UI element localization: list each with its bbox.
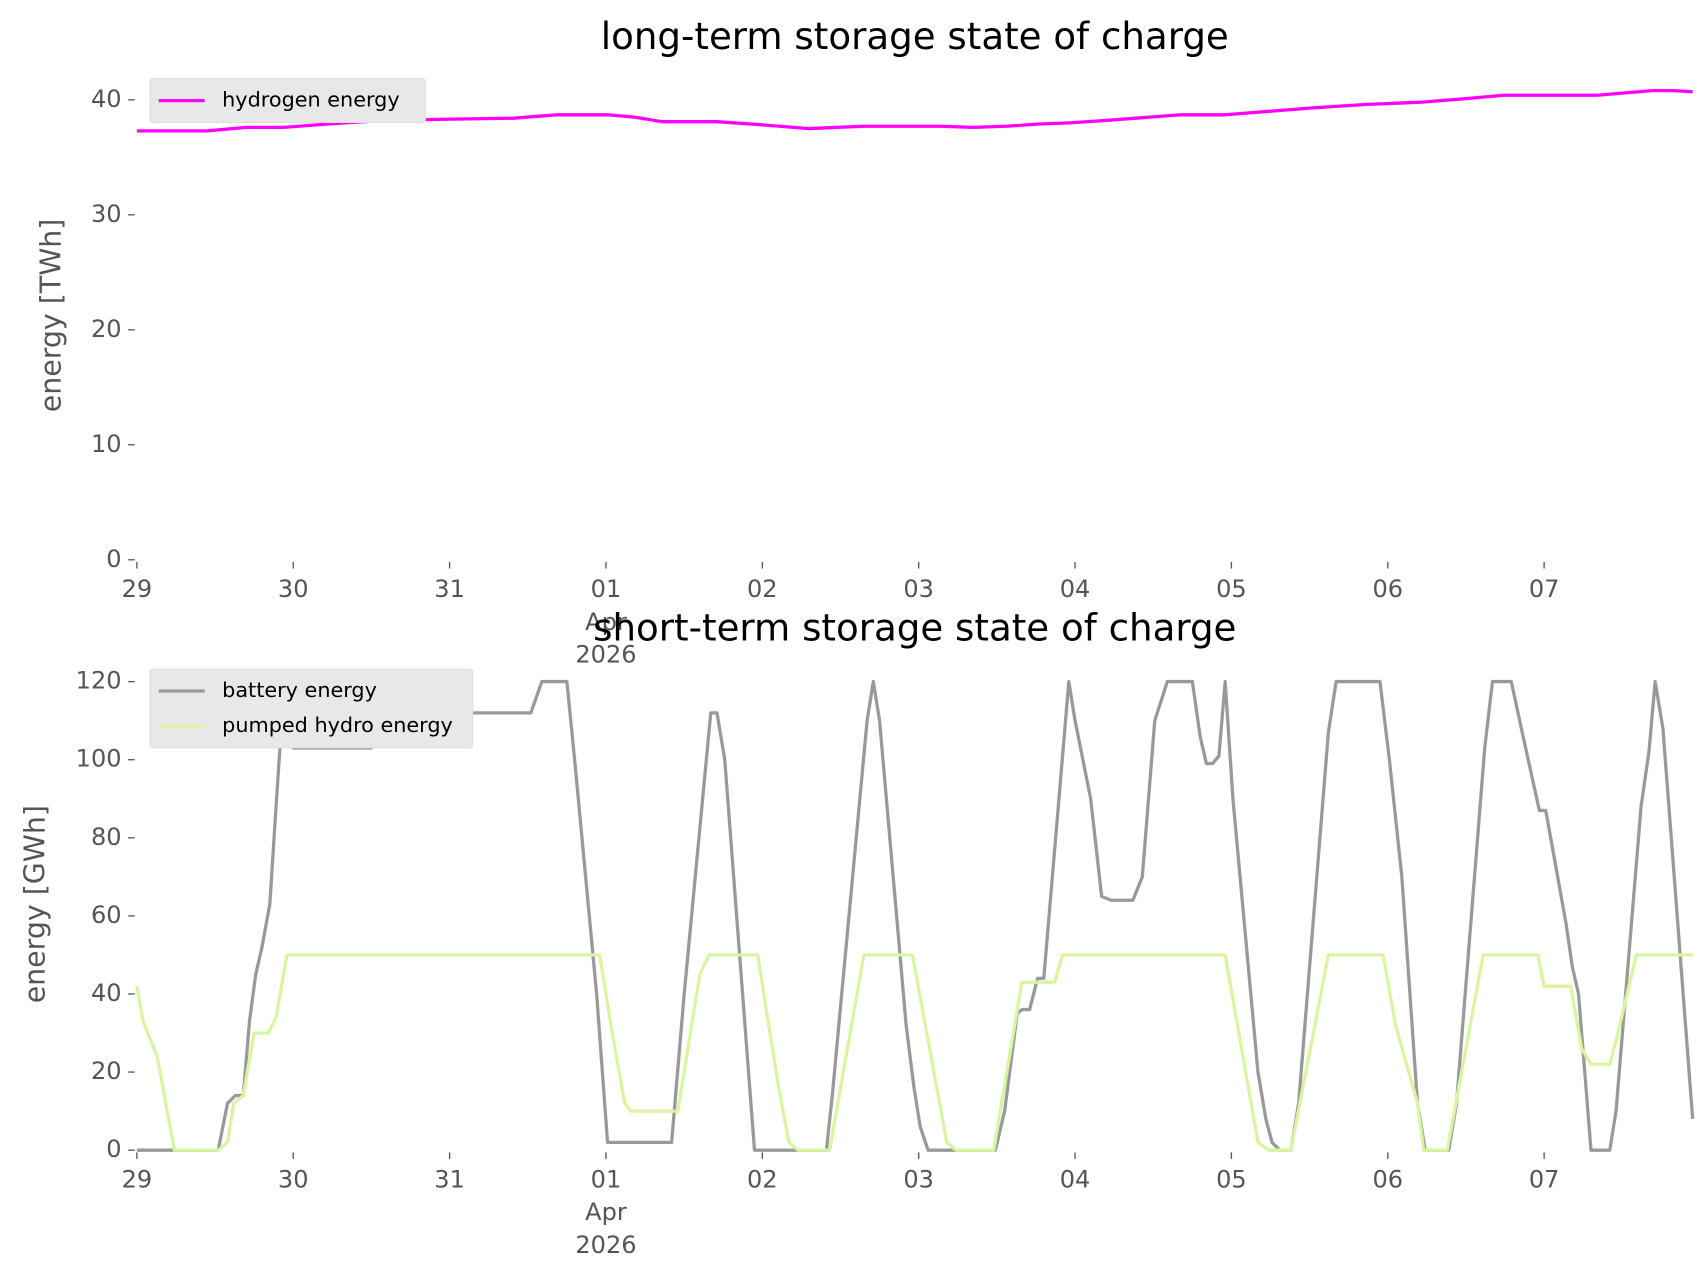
y-axis-label: energy [TWh] (35, 219, 68, 413)
legend-label: pumped hydro energy (222, 713, 453, 737)
y-tick-label: 0 (106, 1135, 121, 1163)
y-tick-label: 20 (91, 315, 122, 343)
x-tick-label: 02 (747, 1165, 778, 1193)
legend-label: battery energy (222, 678, 377, 702)
series-line (135, 953, 1693, 1152)
y-tick-label: 40 (91, 85, 122, 113)
y-tick-label: 80 (91, 823, 122, 851)
y-tick-label: 20 (91, 1057, 122, 1085)
legend-label: hydrogen energy (222, 88, 399, 112)
x-tick-label: 05 (1216, 575, 1247, 603)
x-tick-label: 30 (278, 1165, 309, 1193)
x-tick-label: 04 (1060, 1165, 1091, 1193)
x-tick-label: 31 (434, 575, 465, 603)
chart-title: long-term storage state of charge (601, 14, 1229, 58)
x-tick-label: 01 Apr 2026 (575, 575, 636, 669)
y-axis-label: energy [GWh] (18, 805, 51, 1003)
x-tick-label: 05 (1216, 1165, 1247, 1193)
x-tick-label: 03 (903, 575, 934, 603)
y-tick-label: 10 (91, 430, 122, 458)
legend-box (149, 78, 427, 123)
x-tick-label: 30 (278, 575, 309, 603)
legend-box (149, 668, 474, 749)
y-tick-label: 100 (76, 745, 122, 773)
y-tick-label: 120 (76, 667, 122, 695)
x-tick-label: 31 (434, 1165, 465, 1193)
x-tick-label: 06 (1372, 575, 1403, 603)
x-tick-label: 04 (1060, 575, 1091, 603)
y-tick-label: 0 (106, 545, 121, 573)
x-tick-label: 03 (903, 1165, 934, 1193)
x-tick-label: 29 (122, 1165, 153, 1193)
y-tick-label: 60 (91, 901, 122, 929)
y-tick-label: 30 (91, 200, 122, 228)
y-tick-label: 40 (91, 979, 122, 1007)
x-tick-label: 07 (1529, 575, 1560, 603)
x-tick-label: 29 (122, 575, 153, 603)
chart-title: short-term storage state of charge (593, 605, 1236, 649)
x-tick-label: 02 (747, 575, 778, 603)
x-tick-label: 01 Apr 2026 (575, 1165, 636, 1259)
x-tick-label: 06 (1372, 1165, 1403, 1193)
x-tick-label: 07 (1529, 1165, 1560, 1193)
